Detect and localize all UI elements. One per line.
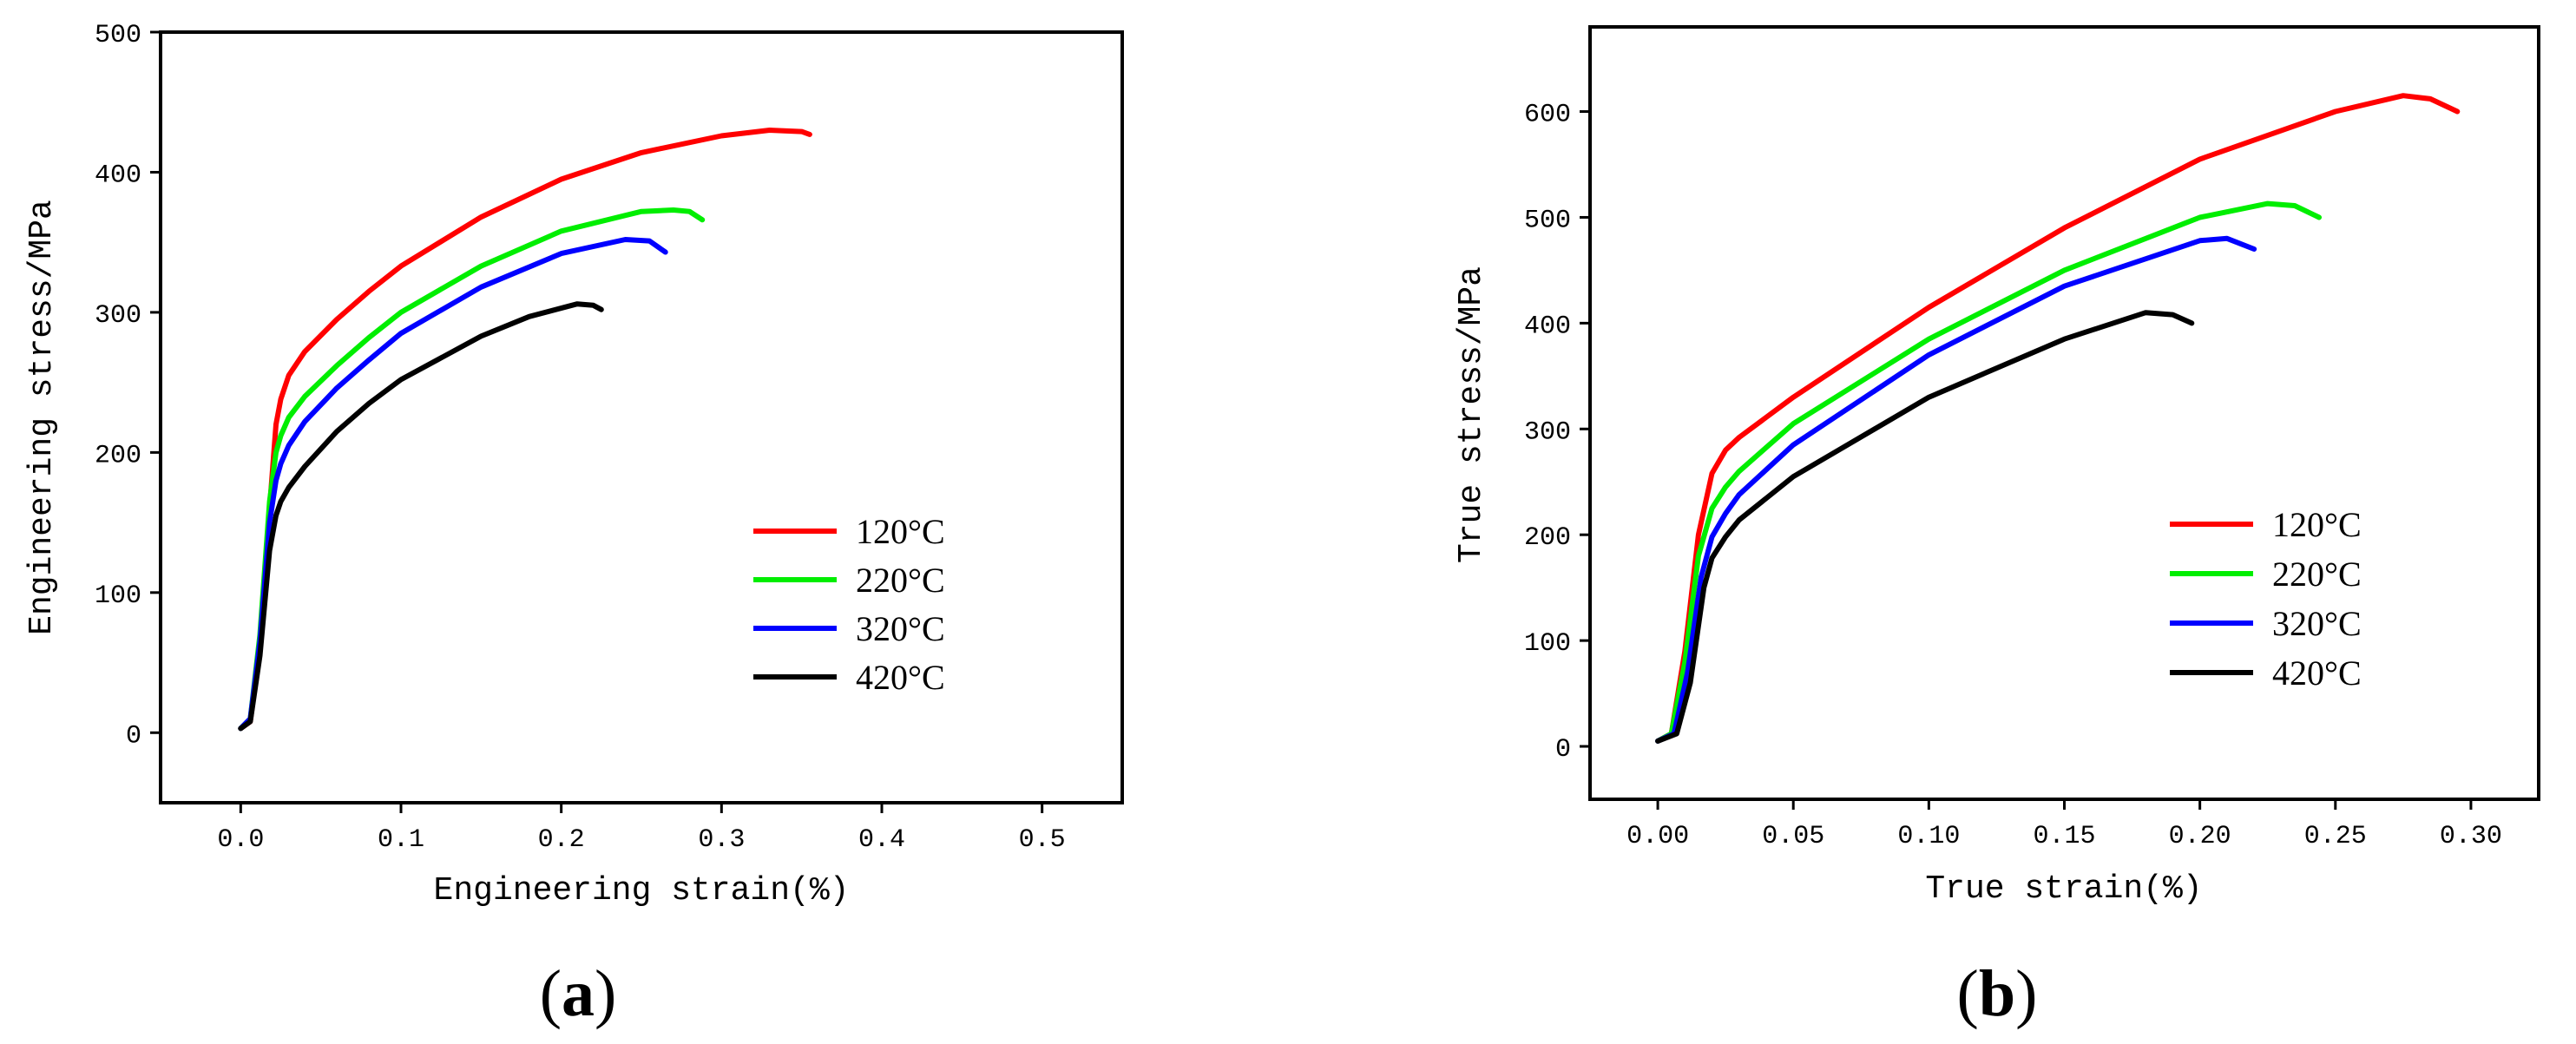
- y-tick-label-b: 500: [1524, 206, 1571, 235]
- legend-label-b-120: 120°C: [2272, 505, 2362, 544]
- plot-frame-a: [159, 30, 1124, 804]
- x-tick-label-a: 0.5: [1019, 825, 1066, 855]
- y-tick-label-a: 0: [126, 721, 141, 751]
- x-tick-label-a: 0.2: [538, 825, 585, 855]
- x-tick-label-b: 0.25: [2304, 822, 2367, 851]
- y-tick-label-b: 600: [1524, 101, 1571, 130]
- y-tick-label-a: 300: [95, 301, 141, 331]
- legend-label-a-120: 120°C: [856, 512, 945, 551]
- x-tick-label-b: 0.20: [2169, 822, 2231, 851]
- series-line-a-420: [238, 301, 604, 732]
- chart-a: 0.0 0.1 0.2 0.3 0.4 0.5 0 100 200 300 400 500 120°C…: [23, 21, 1124, 1030]
- series-line-b-220: [1655, 200, 2322, 744]
- x-tick-label-a: 0.0: [217, 825, 264, 855]
- x-tick-label-a: 0.4: [858, 825, 905, 855]
- axis-ticks-b: 0.00 0.05 0.10 0.15 0.20 0.25 0.30 0 100 200 300 40…: [1524, 101, 2502, 851]
- y-tick-label-a: 200: [95, 441, 141, 470]
- series-line-a-320: [238, 237, 668, 732]
- x-axis-label-a: Engineering strain(%): [434, 872, 850, 909]
- x-tick-label-b: 0.00: [1626, 822, 1689, 851]
- x-tick-label-b: 0.05: [1762, 822, 1824, 851]
- legend-label-a-320: 320°C: [856, 609, 945, 648]
- legend-label-b-220: 220°C: [2272, 555, 2362, 594]
- legend-label-a-220: 220°C: [856, 561, 945, 600]
- legend-label-a-420: 420°C: [856, 658, 945, 697]
- y-tick-label-b: 300: [1524, 417, 1571, 447]
- series-group-a: [238, 128, 812, 732]
- series-line-b-420: [1655, 310, 2195, 744]
- series-line-a-120: [238, 128, 812, 732]
- y-tick-label-a: 500: [95, 21, 141, 50]
- series-line-a-220: [238, 207, 706, 732]
- y-tick-label-a: 100: [95, 581, 141, 611]
- legend-a: 120°C 220°C 320°C 420°C: [753, 512, 945, 697]
- series-line-b-120: [1655, 93, 2461, 744]
- y-tick-label-b: 0: [1555, 735, 1571, 765]
- x-tick-label-b: 0.10: [1897, 822, 1960, 851]
- x-tick-label-b: 0.30: [2440, 822, 2502, 851]
- y-axis-label-b: True stress/MPa: [1453, 266, 1490, 563]
- panel-label-a: (a): [540, 957, 617, 1030]
- panel-label-b: (b): [1957, 957, 2038, 1030]
- y-tick-label-a: 400: [95, 161, 141, 190]
- y-tick-label-b: 400: [1524, 312, 1571, 341]
- series-line-b-320: [1655, 235, 2257, 744]
- y-axis-label-a: Engineering stress/MPa: [23, 200, 61, 635]
- y-tick-label-b: 200: [1524, 523, 1571, 553]
- legend-label-b-320: 320°C: [2272, 604, 2362, 643]
- legend-label-b-420: 420°C: [2272, 653, 2362, 693]
- x-tick-label-a: 0.3: [698, 825, 745, 855]
- axis-ticks-a: 0.0 0.1 0.2 0.3 0.4 0.5 0 100 200 300 400 500: [95, 21, 1066, 855]
- x-axis-label-b: True strain(%): [1925, 870, 2202, 908]
- chart-b: 0.00 0.05 0.10 0.15 0.20 0.25 0.30 0 100 200 300 40…: [1453, 25, 2540, 1030]
- legend-b: 120°C 220°C 320°C 420°C: [2170, 505, 2362, 693]
- x-tick-label-a: 0.1: [378, 825, 424, 855]
- series-group-b: [1655, 93, 2461, 744]
- y-tick-label-b: 100: [1524, 629, 1571, 659]
- x-tick-label-b: 0.15: [2033, 822, 2095, 851]
- plot-frame-b: [1588, 25, 2540, 801]
